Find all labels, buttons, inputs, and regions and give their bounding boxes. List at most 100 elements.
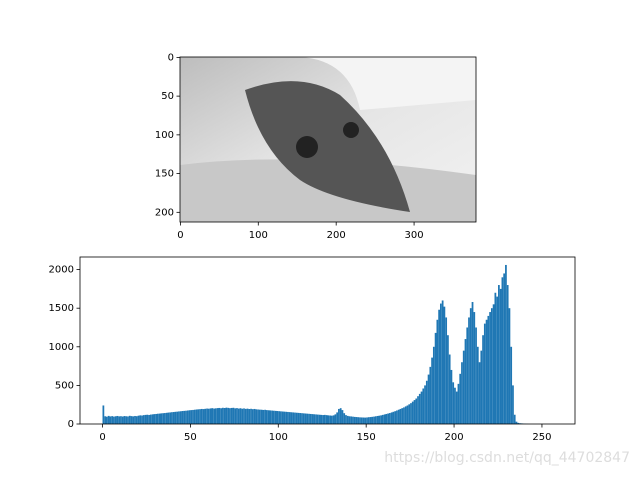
bar	[350, 416, 353, 424]
bar	[186, 410, 189, 424]
bar	[139, 415, 142, 424]
bar	[471, 302, 474, 424]
bar	[390, 412, 393, 424]
bar	[181, 411, 184, 424]
bar	[450, 369, 453, 424]
bar	[431, 357, 433, 424]
bar	[436, 319, 439, 424]
x-tick-label: 200	[327, 230, 346, 241]
bar	[455, 391, 458, 424]
bar	[376, 415, 379, 424]
bar	[366, 417, 368, 424]
bar	[357, 417, 360, 424]
bar	[345, 415, 347, 424]
axes-frame	[79, 256, 576, 425]
bar	[185, 410, 187, 424]
bar	[422, 388, 425, 424]
bar	[215, 408, 217, 424]
y-tick-label: 0	[168, 52, 174, 63]
bar	[454, 387, 456, 424]
bar	[427, 374, 430, 424]
bar	[134, 415, 136, 424]
bar	[195, 409, 198, 424]
axes-frame	[179, 56, 477, 223]
bar	[389, 413, 391, 424]
bar	[292, 412, 295, 424]
bar	[499, 288, 502, 424]
bar	[130, 416, 133, 424]
bar	[114, 416, 117, 424]
bar	[505, 264, 507, 424]
bar	[141, 415, 143, 424]
bar	[225, 407, 228, 424]
bar	[482, 335, 484, 424]
bar	[396, 410, 398, 424]
bar	[188, 410, 191, 424]
bar	[260, 409, 263, 424]
bar	[206, 408, 208, 424]
bar	[294, 412, 296, 424]
bar	[285, 411, 288, 424]
bar	[295, 412, 298, 424]
bar	[387, 413, 390, 424]
bar	[513, 414, 516, 424]
bar	[273, 410, 275, 424]
bar	[346, 415, 349, 424]
bar	[510, 346, 513, 424]
bar	[301, 413, 303, 424]
bar	[385, 413, 388, 424]
y-tick-label: 1500	[49, 303, 74, 314]
bar	[374, 416, 377, 424]
bar	[183, 410, 186, 424]
bar	[248, 409, 251, 424]
bar	[144, 414, 147, 424]
bar	[353, 416, 356, 424]
bar	[169, 412, 172, 424]
x-tick-label: 0	[177, 230, 183, 241]
bar	[239, 408, 242, 424]
bar	[339, 408, 342, 424]
bar	[413, 400, 416, 424]
bar	[227, 407, 230, 424]
bar	[269, 410, 272, 424]
bar	[241, 408, 244, 424]
bar	[104, 416, 107, 424]
bar	[306, 413, 309, 424]
bar	[355, 417, 358, 424]
bar	[485, 319, 488, 424]
bar	[125, 416, 128, 424]
bar	[244, 408, 247, 424]
bar	[468, 317, 470, 424]
bar	[253, 408, 256, 424]
bar	[120, 416, 122, 424]
bar	[116, 415, 119, 424]
bar	[506, 285, 509, 424]
bar	[334, 414, 337, 424]
bar	[165, 412, 168, 424]
bar	[512, 385, 514, 424]
bar	[237, 408, 240, 424]
bar	[137, 415, 140, 424]
bar	[192, 409, 194, 424]
bar	[211, 408, 214, 424]
bar	[308, 413, 310, 424]
y-tick-label: 100	[155, 130, 174, 141]
bar	[107, 415, 110, 424]
bar	[411, 401, 414, 424]
bar	[164, 413, 166, 424]
bar	[176, 411, 179, 424]
bar	[404, 406, 407, 424]
bar	[132, 416, 135, 424]
bar	[362, 417, 365, 424]
bar	[323, 414, 326, 424]
bar	[197, 409, 200, 424]
bar	[424, 385, 426, 424]
bar	[322, 415, 324, 424]
bar	[378, 415, 381, 424]
bar	[255, 409, 258, 424]
bar	[142, 415, 145, 424]
bar	[288, 412, 291, 424]
bar	[162, 413, 165, 424]
bar	[311, 414, 314, 424]
